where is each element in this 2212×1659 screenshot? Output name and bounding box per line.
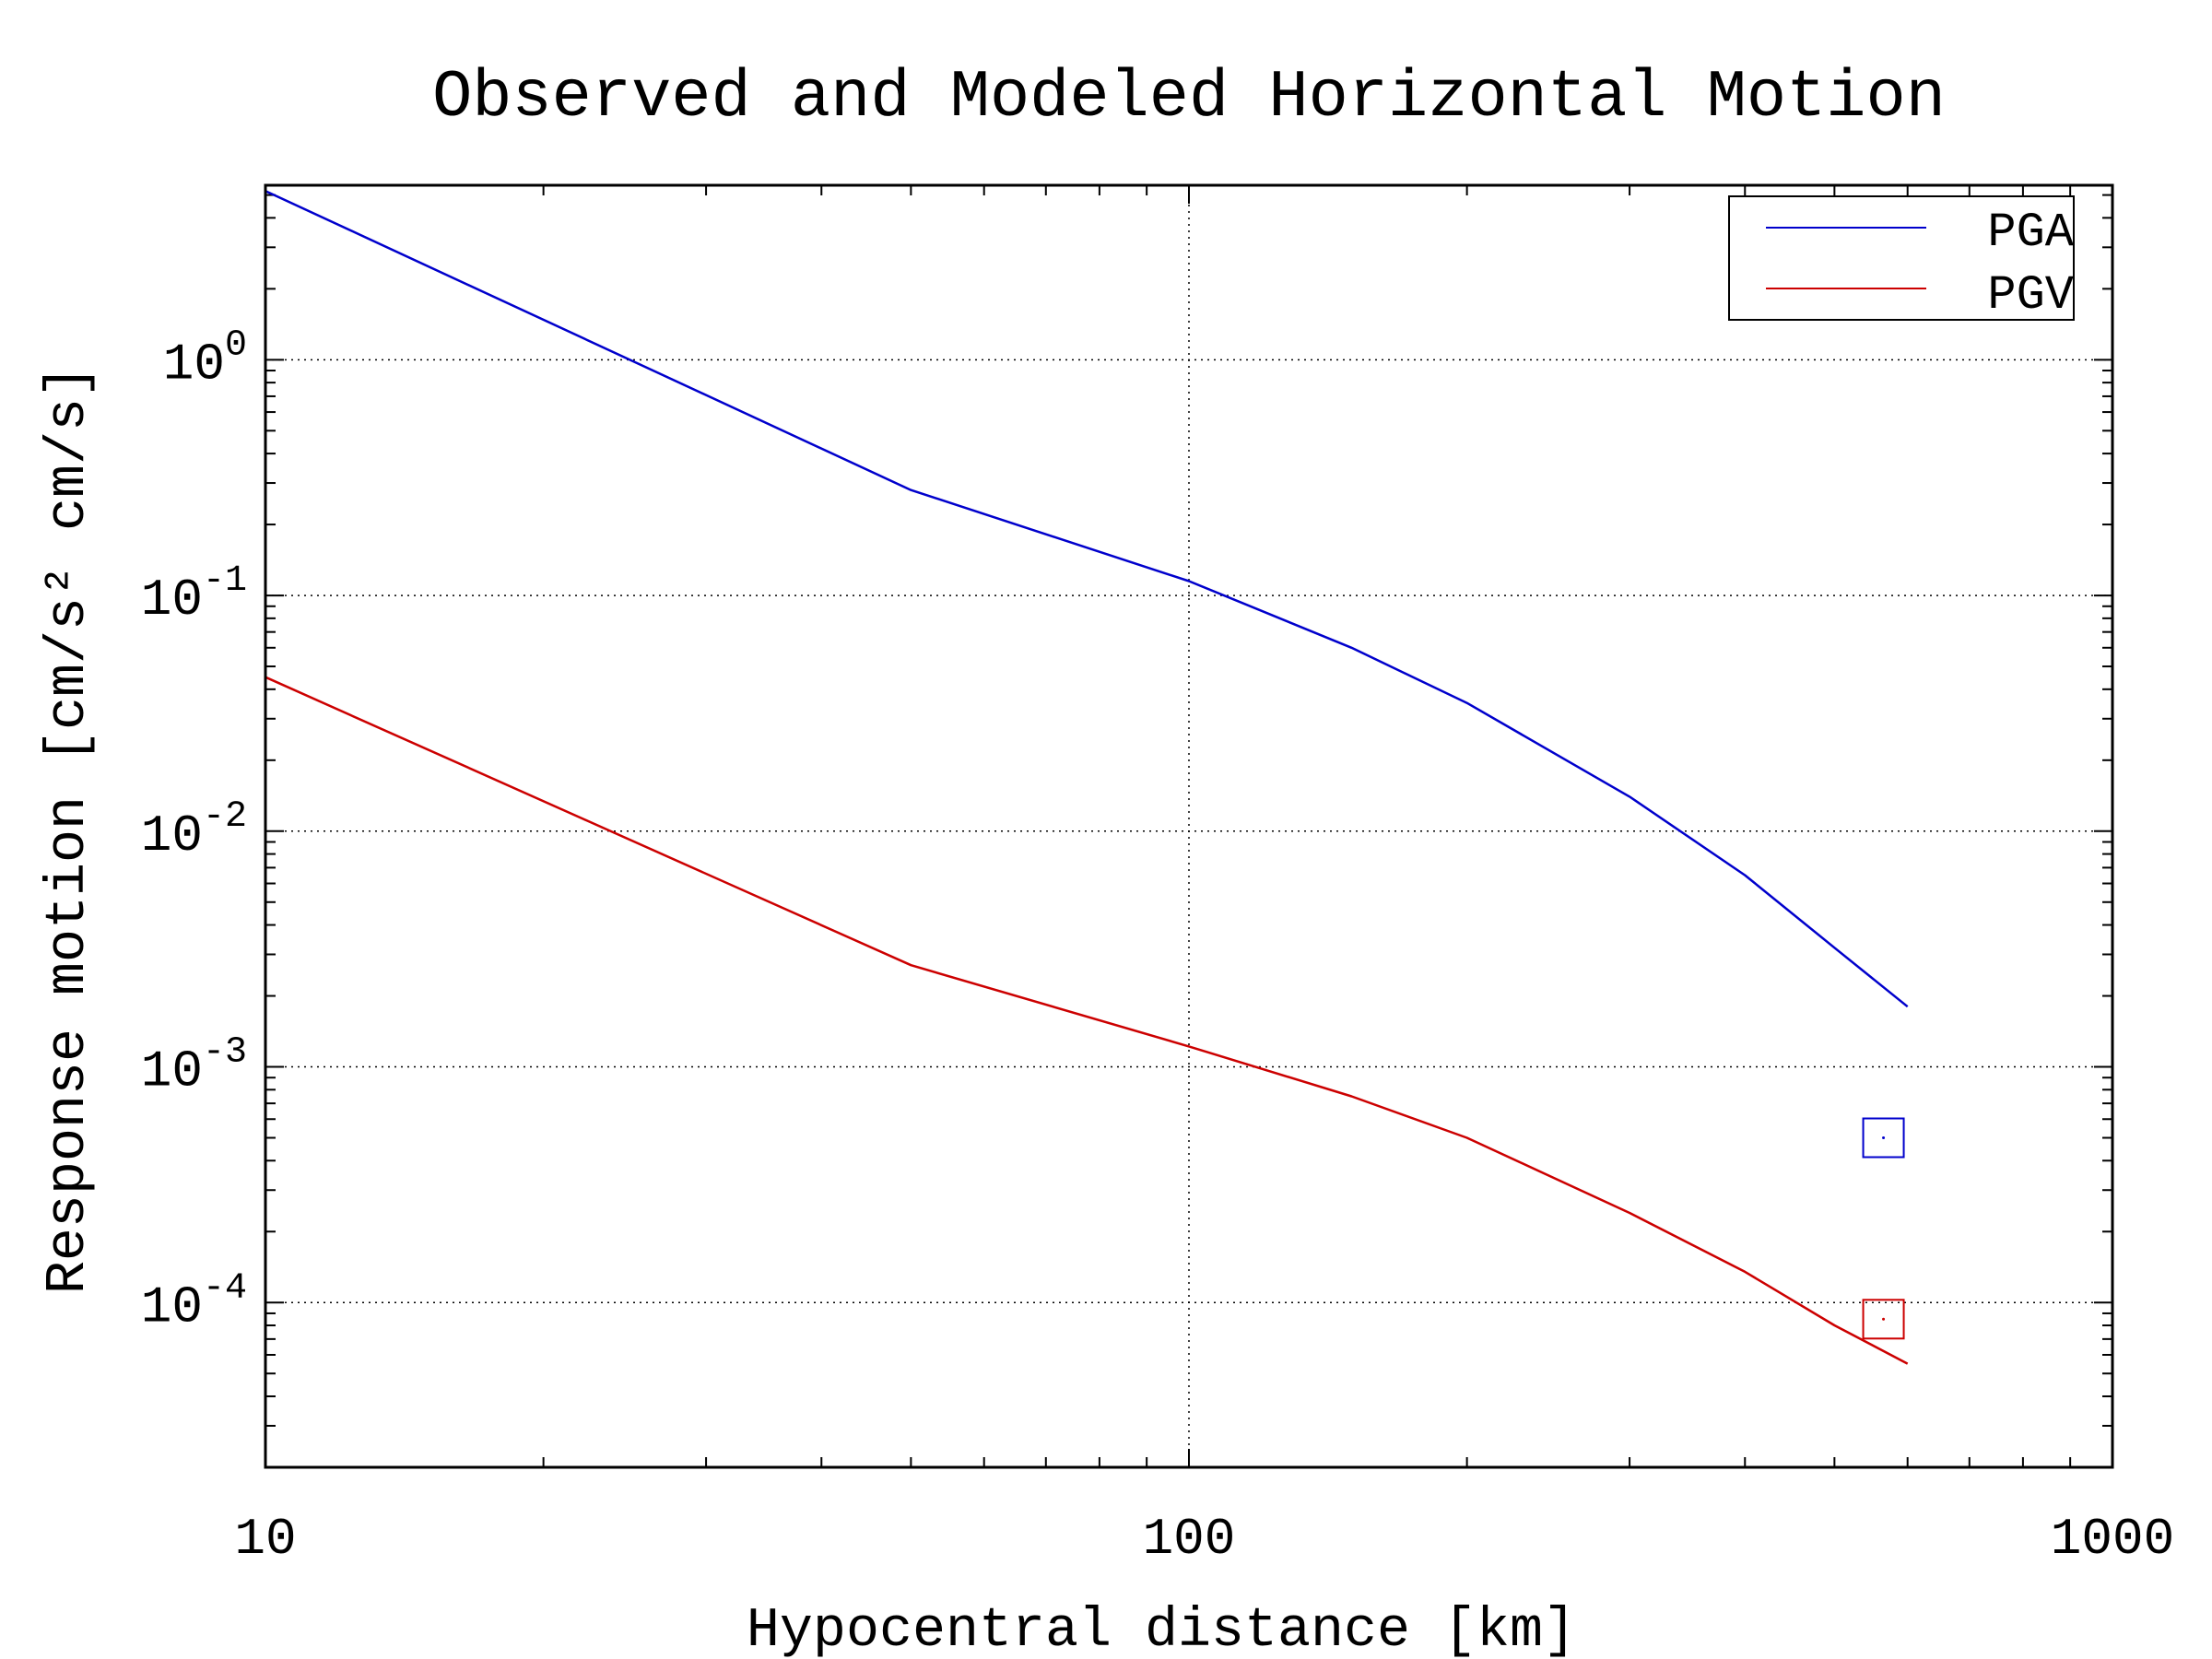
x-axis-label: Hypocentral distance [km] — [747, 1600, 1576, 1659]
observed-marker-pgv — [1862, 1299, 1905, 1340]
chart-title: Observed and Modeled Horizontal Motion — [432, 60, 1946, 135]
y-tick-labels: 100 10-1 10-2 10-3 10-4 — [141, 324, 247, 1336]
y-tick-label: 10-1 — [141, 560, 247, 629]
observed-markers — [1862, 1117, 1905, 1340]
y-tick-label: 10-4 — [141, 1267, 247, 1336]
x-tick-labels: 10 100 1000 — [234, 1510, 2174, 1569]
y-tick-label: 100 — [163, 324, 247, 394]
observed-point-pgv — [1882, 1317, 1886, 1321]
x-tick-label: 1000 — [2051, 1510, 2174, 1569]
legend-box — [1728, 195, 2075, 321]
y-tick-label: 10-3 — [141, 1032, 247, 1101]
y-axis-label: Response motion [cm/s² cm/s] — [38, 365, 100, 1294]
series-line-pgv — [265, 676, 1909, 1365]
legend-label-pgv: PGV — [1987, 268, 2074, 323]
x-tick-label: 10 — [234, 1510, 296, 1569]
y-tick-label: 10-2 — [141, 796, 247, 865]
x-tick-label: 100 — [1143, 1510, 1236, 1569]
legend-label-pga: PGA — [1987, 206, 2074, 260]
grid-lines — [265, 185, 2112, 1467]
series-line-pga — [265, 190, 1909, 1008]
plot-frame — [264, 183, 2114, 1469]
legend: PGA PGV — [1728, 195, 2075, 323]
observed-point-pga — [1882, 1136, 1886, 1140]
series-layer — [265, 190, 1909, 1365]
observed-marker-pga — [1862, 1117, 1905, 1159]
